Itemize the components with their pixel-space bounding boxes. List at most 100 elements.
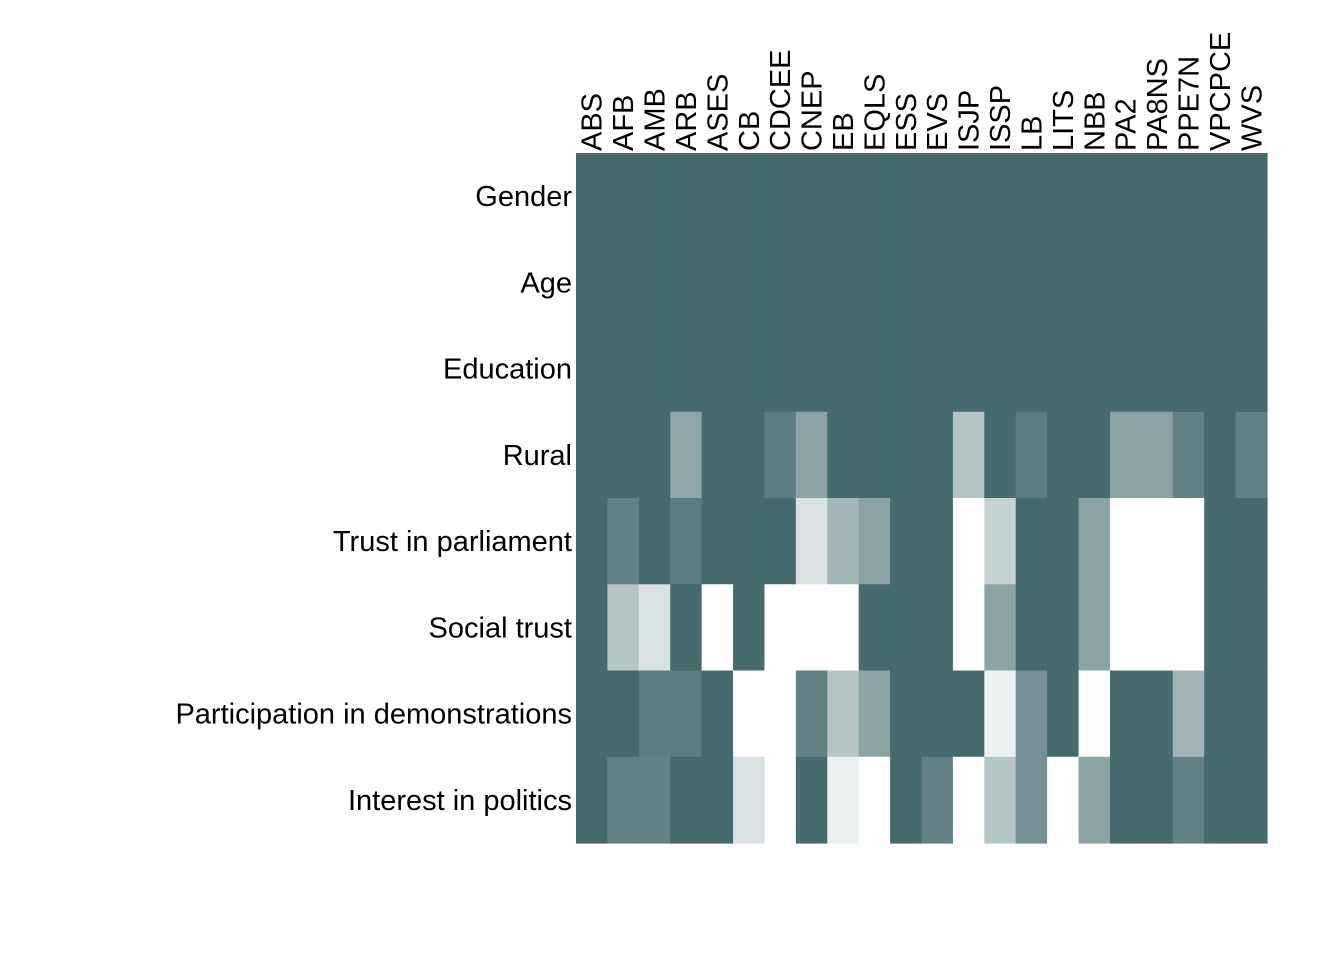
heatmap-cell-education-isjp	[952, 325, 985, 413]
heatmap-cell-education-eb	[827, 325, 860, 413]
heatmap-cell-interest-in-politics-cdcee	[764, 756, 797, 844]
heatmap-cell-social-trust-evs	[921, 584, 954, 672]
column-label-abs: ABS	[577, 93, 609, 151]
heatmap-cell-interest-in-politics-ases	[701, 756, 734, 844]
heatmap-cell-gender-amb	[638, 153, 671, 240]
heatmap-cell-participation-in-demonstrations-ases	[701, 670, 734, 758]
heatmap-cell-participation-in-demonstrations-eqls	[858, 670, 891, 758]
heatmap-cell-participation-in-demonstrations-nbb	[1078, 670, 1111, 758]
heatmap-cell-rural-ess	[890, 411, 923, 499]
heatmap-cell-rural-pa8ns	[1141, 411, 1174, 499]
heatmap-cell-social-trust-abs	[576, 584, 609, 672]
heatmap-cell-social-trust-eb	[827, 584, 860, 672]
column-label-cb: CB	[734, 111, 766, 151]
heatmap-cell-trust-in-parliament-nbb	[1078, 498, 1111, 585]
heatmap-cell-social-trust-arb	[670, 584, 703, 672]
heatmap-cell-age-issp	[984, 239, 1017, 327]
heatmap-cell-education-pa2	[1109, 325, 1142, 413]
heatmap-cell-interest-in-politics-evs	[921, 756, 954, 844]
heatmap-cell-gender-vpcpce	[1204, 153, 1237, 240]
heatmap-cell-age-ess	[890, 239, 923, 327]
column-label-lb: LB	[1016, 116, 1048, 151]
heatmap-cell-education-issp	[984, 325, 1017, 413]
heatmap-cell-interest-in-politics-pa2	[1109, 756, 1142, 844]
heatmap-cell-trust-in-parliament-amb	[638, 498, 671, 585]
heatmap-cell-education-ess	[890, 325, 923, 413]
heatmap-cell-age-wvs	[1235, 239, 1268, 327]
heatmap-cell-participation-in-demonstrations-abs	[576, 670, 609, 758]
heatmap-cell-participation-in-demonstrations-pa2	[1109, 670, 1142, 758]
heatmap-cell-rural-arb	[670, 411, 703, 499]
heatmap-cell-interest-in-politics-ppe7n	[1172, 756, 1205, 844]
heatmap-cell-gender-pa2	[1109, 153, 1142, 240]
heatmap-cell-gender-lits	[1047, 153, 1080, 240]
heatmap-cell-interest-in-politics-amb	[638, 756, 671, 844]
heatmap-cell-trust-in-parliament-evs	[921, 498, 954, 585]
heatmap-cell-gender-evs	[921, 153, 954, 240]
heatmap-cell-age-cb	[733, 239, 766, 327]
heatmap-cell-education-amb	[638, 325, 671, 413]
row-label-participation-in-demonstrations: Participation in demonstrations	[175, 699, 572, 731]
heatmap-cell-interest-in-politics-abs	[576, 756, 609, 844]
heatmap-cell-gender-cb	[733, 153, 766, 240]
heatmap-cell-interest-in-politics-nbb	[1078, 756, 1111, 844]
heatmap-cell-social-trust-cdcee	[764, 584, 797, 672]
heatmap-cell-age-evs	[921, 239, 954, 327]
heatmap-cell-trust-in-parliament-lb	[1015, 498, 1048, 585]
heatmap-cells	[576, 153, 1268, 844]
heatmap-cell-rural-ppe7n	[1172, 411, 1205, 499]
heatmap-cell-participation-in-demonstrations-isjp	[952, 670, 985, 758]
column-label-amb: AMB	[640, 88, 672, 151]
heatmap-cell-education-ases	[701, 325, 734, 413]
column-label-eqls: EQLS	[859, 74, 891, 151]
heatmap-cell-social-trust-vpcpce	[1204, 584, 1237, 672]
heatmap-cell-rural-ases	[701, 411, 734, 499]
heatmap-cell-trust-in-parliament-isjp	[952, 498, 985, 585]
heatmap-cell-education-afb	[607, 325, 640, 413]
heatmap-cell-interest-in-politics-pa8ns	[1141, 756, 1174, 844]
heatmap-cell-interest-in-politics-vpcpce	[1204, 756, 1237, 844]
heatmap-cell-participation-in-demonstrations-arb	[670, 670, 703, 758]
heatmap-cell-education-cb	[733, 325, 766, 413]
column-label-arb: ARB	[671, 91, 703, 151]
heatmap-cell-participation-in-demonstrations-cb	[733, 670, 766, 758]
column-label-nbb: NBB	[1079, 91, 1111, 151]
heatmap-cell-gender-issp	[984, 153, 1017, 240]
heatmap-cell-participation-in-demonstrations-ess	[890, 670, 923, 758]
heatmap-cell-participation-in-demonstrations-vpcpce	[1204, 670, 1237, 758]
row-label-education: Education	[443, 354, 572, 386]
column-label-ppe7n: PPE7N	[1173, 56, 1205, 151]
heatmap-cell-social-trust-cnep	[795, 584, 828, 672]
heatmap-cell-gender-cdcee	[764, 153, 797, 240]
row-label-gender: Gender	[475, 181, 572, 213]
heatmap-cell-rural-cdcee	[764, 411, 797, 499]
heatmap-cell-education-abs	[576, 325, 609, 413]
heatmap-cell-interest-in-politics-issp	[984, 756, 1017, 844]
heatmap-cell-rural-cnep	[795, 411, 828, 499]
heatmap-cell-gender-nbb	[1078, 153, 1111, 240]
heatmap-cell-trust-in-parliament-eb	[827, 498, 860, 585]
heatmap-cell-age-lits	[1047, 239, 1080, 327]
heatmap-cell-gender-eb	[827, 153, 860, 240]
heatmap-cell-rural-evs	[921, 411, 954, 499]
column-label-eb: EB	[828, 112, 860, 151]
heatmap-cell-social-trust-cb	[733, 584, 766, 672]
heatmap-cell-rural-abs	[576, 411, 609, 499]
heatmap-cell-gender-afb	[607, 153, 640, 240]
heatmap-cell-participation-in-demonstrations-afb	[607, 670, 640, 758]
heatmap-cell-rural-issp	[984, 411, 1017, 499]
heatmap-cell-gender-eqls	[858, 153, 891, 240]
heatmap-cell-participation-in-demonstrations-pa8ns	[1141, 670, 1174, 758]
heatmap-cell-participation-in-demonstrations-cdcee	[764, 670, 797, 758]
heatmap-cell-gender-lb	[1015, 153, 1048, 240]
heatmap-cell-age-eb	[827, 239, 860, 327]
heatmap-cell-education-eqls	[858, 325, 891, 413]
heatmap-cell-interest-in-politics-lits	[1047, 756, 1080, 844]
heatmap-cell-trust-in-parliament-cnep	[795, 498, 828, 585]
column-label-isjp: ISJP	[954, 90, 986, 151]
column-label-issp: ISSP	[985, 85, 1017, 151]
heatmap-cell-education-cdcee	[764, 325, 797, 413]
heatmap-cell-rural-pa2	[1109, 411, 1142, 499]
heatmap-cell-trust-in-parliament-eqls	[858, 498, 891, 585]
